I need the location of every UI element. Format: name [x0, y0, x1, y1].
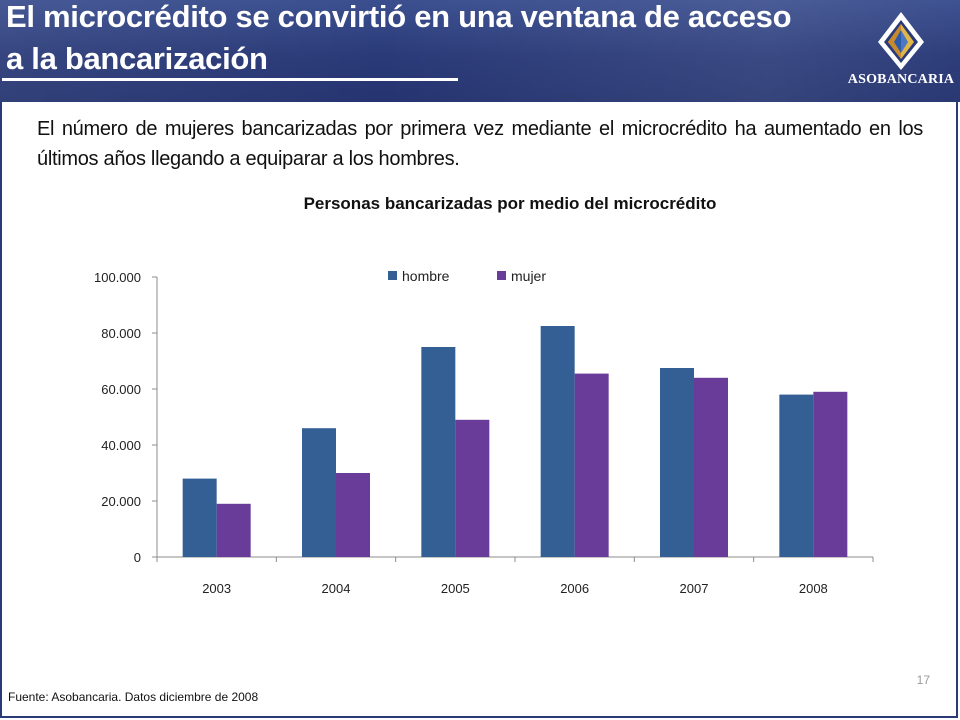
x-tick-label: 2008 [799, 581, 828, 596]
asobancaria-logo: ASOBANCARIA [842, 8, 960, 98]
bar-mujer-2007 [694, 377, 728, 557]
header-shading [0, 0, 960, 102]
bars [182, 326, 848, 557]
bar-hombre-2004 [302, 428, 336, 557]
bar-mujer-2003 [216, 503, 251, 557]
y-tick-label: 60.000 [101, 382, 141, 397]
legend-label-mujer: mujer [511, 268, 546, 284]
intro-paragraph: El número de mujeres bancarizadas por pr… [37, 118, 923, 170]
asobancaria-diamond-logo-icon [878, 12, 924, 70]
y-tick-label: 0 [134, 550, 141, 565]
logo-text: ASOBANCARIA [847, 72, 955, 87]
slide-header: El microcrédito se convirtió en una vent… [0, 0, 960, 102]
title-underline [2, 78, 458, 81]
x-tick-label: 2005 [441, 581, 470, 596]
legend-swatch-mujer [497, 271, 506, 280]
y-tick-label: 80.000 [101, 326, 141, 341]
bar-hombre-2003 [182, 478, 217, 557]
y-tick-label: 20.000 [101, 494, 141, 509]
legend-swatch-hombre [388, 271, 397, 280]
bar-mujer-2006 [574, 373, 609, 557]
y-tick-label: 100.000 [94, 270, 141, 285]
bar-hombre-2006 [540, 326, 575, 557]
bar-mujer-2008 [813, 391, 848, 557]
x-tick-label: 2004 [322, 581, 351, 596]
slide-title: El microcrédito se convirtió en una vent… [6, 0, 792, 76]
x-tick-label: 2003 [202, 581, 231, 596]
x-tick-label: 2006 [560, 581, 589, 596]
source-note: Fuente: Asobancaria. Datos diciembre de … [8, 690, 259, 704]
y-axis: 0 20.000 40.000 60.000 80.000 100.000 [94, 270, 158, 565]
x-axis: 2003 2004 2005 2006 2007 2008 [156, 556, 874, 596]
bar-hombre-2008 [779, 394, 814, 557]
chart-title: Personas bancarizadas por medio del micr… [303, 194, 717, 213]
x-tick-label: 2007 [680, 581, 709, 596]
chart-legend: hombre mujer [388, 268, 546, 284]
bar-mujer-2005 [455, 419, 490, 557]
slide-frame [0, 102, 958, 718]
y-tick-label: 40.000 [101, 438, 141, 453]
page-number: 17 [916, 673, 930, 687]
bar-hombre-2005 [421, 347, 456, 557]
bar-mujer-2004 [336, 473, 370, 557]
bar-hombre-2007 [660, 368, 694, 557]
legend-label-hombre: hombre [402, 268, 450, 284]
